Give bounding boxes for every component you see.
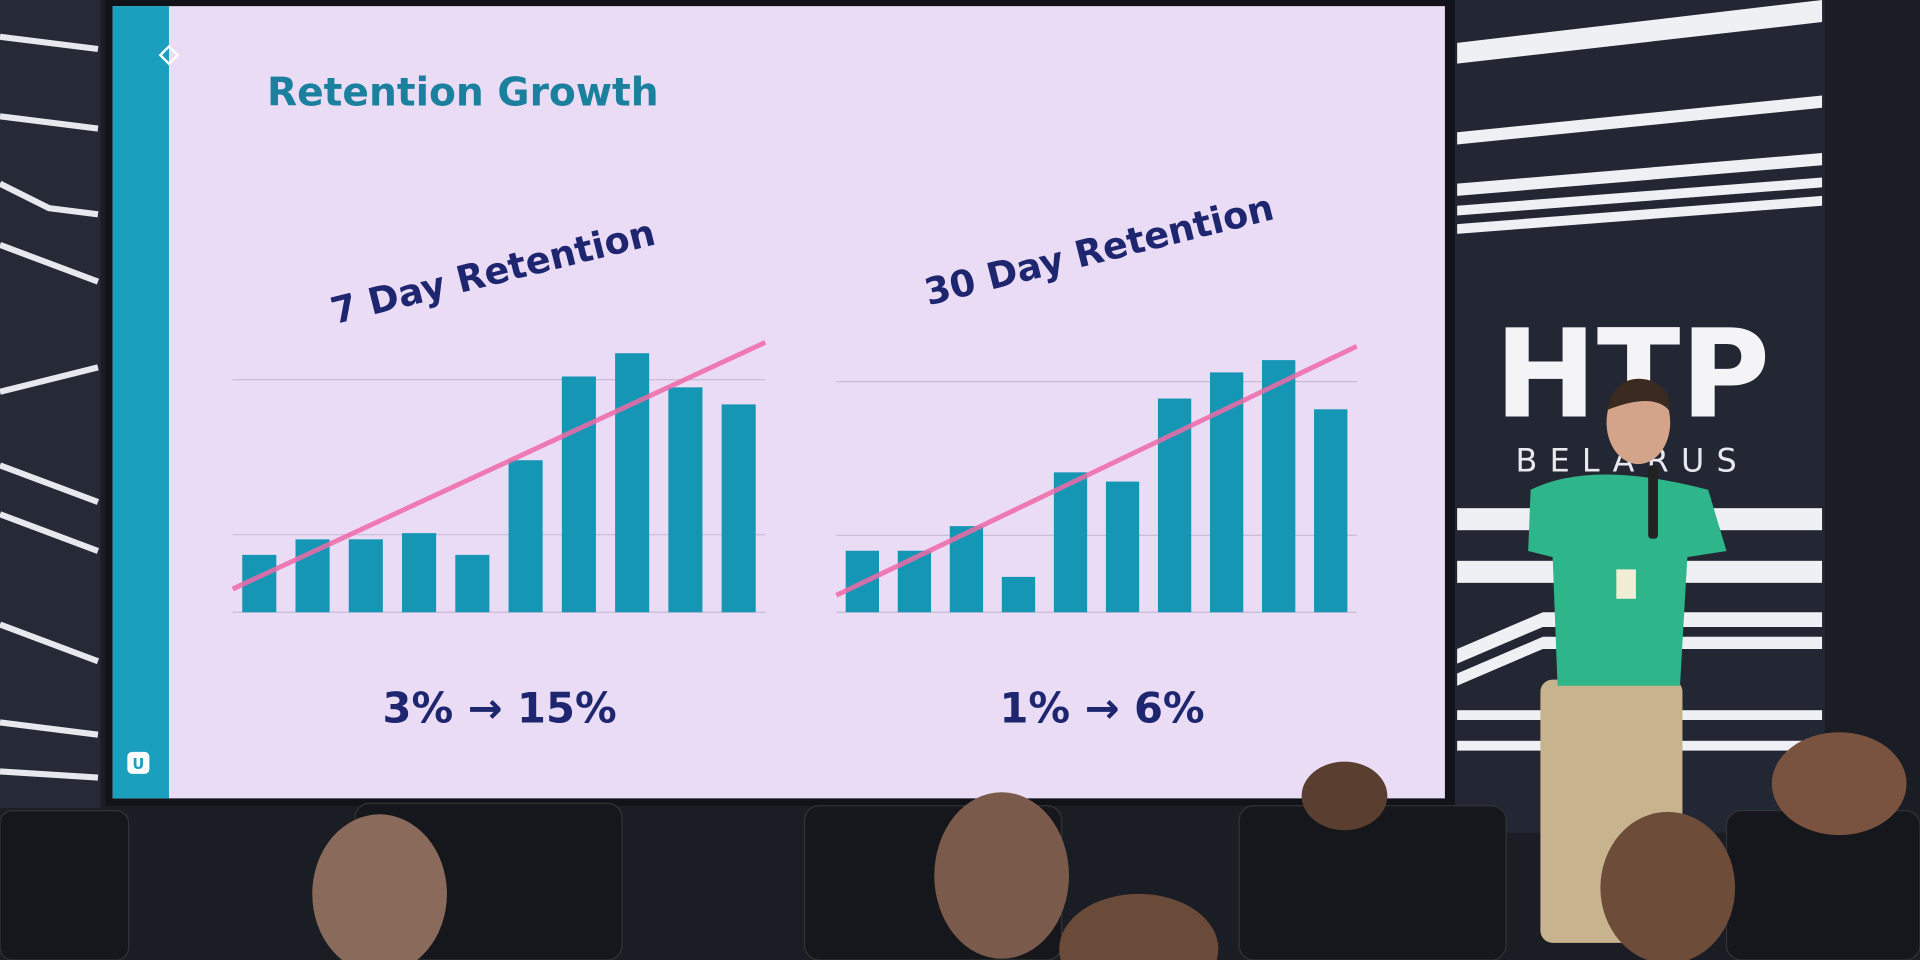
audience-head [934,792,1069,959]
stripe [0,113,99,132]
stripe [0,242,100,285]
speaker-hair [1606,378,1670,411]
trend-line [231,340,767,592]
slide-title: Retention Growth [267,70,659,115]
stripe [1457,177,1823,216]
audience-head [312,814,447,960]
chart-summary: 1% → 6% [999,683,1204,732]
bar [348,539,383,613]
audience-head [1771,732,1907,836]
bar [1105,481,1140,613]
trend-line [835,344,1358,598]
stripe [1457,612,1823,664]
bar [1262,360,1296,613]
stripe [0,768,99,781]
bar [1314,409,1348,613]
speaker-badge [1616,569,1636,599]
stripe [0,364,99,395]
audience-head [1301,761,1388,831]
slide-logo-box [127,751,150,774]
microphone [1648,465,1658,539]
bar [508,460,543,613]
stripe [0,719,99,738]
chart-summary: 3% → 15% [383,683,617,732]
bar [402,533,437,613]
bar [615,353,650,613]
left-stripes [0,33,100,781]
stripe [1457,636,1823,686]
audience-head [1059,893,1219,960]
slide-diamond [158,44,180,66]
left-panel [0,0,101,809]
stripe [0,621,100,665]
stripe [0,511,100,554]
audience [0,732,1920,960]
stripe [0,180,99,218]
slide-accent-bar [112,6,169,799]
bar [668,387,703,613]
chair [0,810,130,960]
bar [721,404,756,613]
bar [455,554,490,613]
stripe [1457,195,1823,234]
bar [1053,472,1088,613]
stripe [1457,0,1823,64]
stripe [0,33,99,53]
stripe [0,462,100,505]
audience-head [1600,811,1736,960]
chair [1238,805,1507,960]
bar [1001,576,1036,613]
stripe [1457,153,1823,196]
slide-logo: U [132,756,144,773]
bar [1157,398,1192,613]
stripe [1457,95,1823,145]
bar [561,376,596,613]
